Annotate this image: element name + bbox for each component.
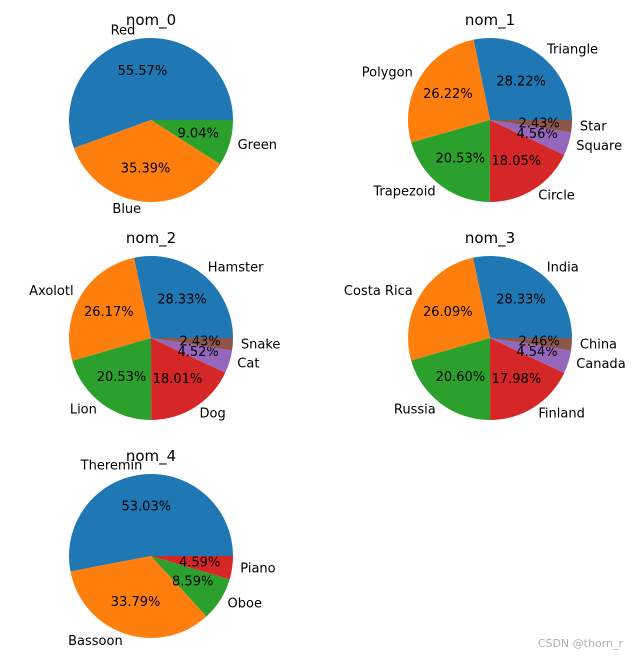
chart-title: nom_4: [126, 447, 176, 466]
slice-label: Green: [238, 138, 277, 153]
slice-label: Lion: [70, 403, 97, 418]
slice-percent: 53.03%: [122, 500, 172, 515]
slice-label: Trapezoid: [372, 185, 435, 200]
pie-slice: [73, 120, 221, 202]
pie-slice: [69, 38, 233, 149]
chart-title: nom_3: [465, 229, 515, 248]
watermark: CSDN @thorn_r: [537, 637, 623, 650]
slice-percent: 20.60%: [436, 370, 486, 385]
pie-slice: [70, 556, 207, 639]
pie-slice: [407, 39, 490, 143]
slice-label: Russia: [394, 403, 436, 418]
pie-slice: [151, 338, 233, 351]
pie-slice: [411, 120, 490, 202]
slice-percent: 8.59%: [172, 575, 213, 590]
pie-chart-2: nom_2 Hamster 28.33% Axolotl 26.17% Lion 20.53…: [29, 229, 280, 422]
slice-percent: 26.17%: [84, 305, 134, 320]
slice-percent: 17.98%: [492, 372, 542, 387]
pie-slice: [490, 338, 572, 351]
slice-percent: 28.22%: [496, 74, 546, 89]
chart-title: nom_0: [126, 11, 176, 30]
pie-slice: [151, 338, 226, 420]
slice-label: Triangle: [546, 43, 598, 58]
slice-percent: 20.53%: [97, 370, 147, 385]
pie-chart-3: nom_3 India 28.33% Costa Rica 26.09% Russia 20…: [344, 229, 626, 422]
slice-label: India: [547, 260, 579, 275]
slice-label: Dog: [200, 407, 226, 422]
pie-slice: [490, 120, 572, 133]
pie-slice: [68, 257, 151, 361]
slice-label: Bassoon: [68, 634, 123, 649]
slice-percent: 4.59%: [179, 556, 220, 571]
pie-slice: [490, 338, 565, 420]
slice-percent: 26.09%: [423, 305, 473, 320]
pie-slice: [151, 556, 230, 617]
pie-slice: [68, 474, 233, 572]
slice-percent: 26.22%: [423, 87, 473, 102]
slice-percent: 2.46%: [518, 334, 559, 349]
pie-slice: [490, 120, 572, 155]
pie-slice: [490, 338, 572, 373]
slice-percent: 18.01%: [153, 372, 203, 387]
slice-label: Finland: [538, 407, 584, 422]
slice-label: China: [580, 338, 617, 353]
pie-slice: [472, 256, 572, 338]
slice-percent: 18.05%: [492, 154, 542, 169]
pie-slice: [151, 556, 233, 580]
pie-slice: [151, 338, 233, 373]
slice-percent: 2.43%: [518, 116, 559, 131]
pie-slice: [151, 120, 233, 165]
chart-title: nom_2: [126, 229, 176, 248]
slice-percent: 35.39%: [121, 161, 171, 176]
slice-label: Piano: [240, 562, 275, 577]
slice-label: Axolotl: [29, 284, 73, 299]
slice-percent: 9.04%: [178, 126, 219, 141]
slice-percent: 28.33%: [496, 292, 546, 307]
slice-label: Snake: [241, 337, 281, 352]
slice-label: Canada: [576, 357, 625, 372]
slice-percent: 55.57%: [118, 64, 168, 79]
slice-label: Blue: [112, 202, 141, 217]
pie-slice: [133, 255, 233, 338]
slice-label: Costa Rica: [344, 284, 413, 299]
slice-percent: 20.53%: [436, 152, 486, 167]
slice-label: Oboe: [228, 596, 262, 611]
slice-label: Red: [111, 24, 136, 39]
slice-percent: 33.79%: [111, 595, 161, 610]
chart-title: nom_1: [465, 11, 515, 30]
slice-label: Theremin: [80, 459, 143, 474]
slice-percent: 2.43%: [179, 334, 220, 349]
slice-label: Polygon: [362, 66, 413, 81]
slice-percent: 4.56%: [516, 127, 557, 142]
pie-slice: [489, 120, 565, 203]
pie-chart-1: nom_1 Triangle 28.22% Polygon 26.22% Trapezoi…: [362, 11, 622, 204]
pie-slice: [411, 338, 491, 421]
slice-label: Square: [576, 139, 622, 154]
slice-percent: 4.52%: [177, 345, 218, 360]
pie-slice: [473, 38, 572, 120]
pie-slice: [72, 338, 152, 421]
slice-label: Star: [580, 119, 607, 134]
slice-label: Cat: [237, 357, 259, 372]
slice-percent: 28.33%: [157, 292, 207, 307]
slice-label: Circle: [538, 189, 575, 204]
pie-slice: [407, 257, 490, 361]
slice-percent: 4.54%: [516, 345, 557, 360]
slice-label: Hamster: [208, 260, 264, 275]
